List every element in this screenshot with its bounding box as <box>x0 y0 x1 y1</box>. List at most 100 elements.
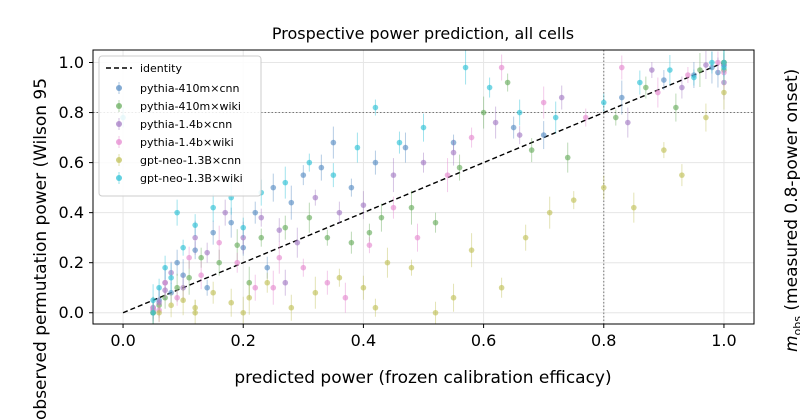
data-point-3-21 <box>619 64 625 71</box>
data-point-0-13 <box>288 199 295 206</box>
data-point-5-4 <box>168 274 174 281</box>
data-point-0-4 <box>168 289 174 296</box>
data-point-4-16 <box>450 294 457 301</box>
legend-identity-label: identity <box>140 62 182 75</box>
data-point-3-8 <box>252 284 259 291</box>
legend-swatch-5 <box>116 175 122 181</box>
data-point-4-18 <box>498 284 505 291</box>
data-point-2-24 <box>703 62 709 68</box>
data-point-2-10 <box>276 227 283 233</box>
data-point-2-21 <box>625 119 631 126</box>
data-point-5-17 <box>420 124 427 131</box>
data-point-5-9 <box>240 224 247 231</box>
data-point-1-5 <box>198 254 204 261</box>
data-point-4-5 <box>210 289 216 296</box>
data-point-1-27 <box>246 279 253 286</box>
data-point-5-15 <box>372 104 379 111</box>
x-tick-label-1: 0.2 <box>231 331 256 350</box>
data-point-5-7 <box>210 204 216 211</box>
data-point-4-21 <box>570 197 577 203</box>
data-point-4-7 <box>246 294 253 301</box>
legend-swatch-2 <box>116 121 122 127</box>
data-point-3-16 <box>444 172 451 178</box>
data-point-0-17 <box>348 184 355 191</box>
data-point-1-15 <box>432 219 439 226</box>
data-point-1-10 <box>306 214 313 221</box>
y-tick-label-5: 1.0 <box>59 53 84 72</box>
legend-label-4: gpt-neo-1.3B×cnn <box>140 154 241 167</box>
data-point-5-3 <box>162 264 168 271</box>
y-tick-label-4: 0.8 <box>59 103 84 122</box>
data-point-4-31 <box>372 304 379 311</box>
x-tick-label-0: 0.0 <box>110 331 135 350</box>
data-point-1-13 <box>378 214 385 221</box>
legend-label-5: gpt-neo-1.3B×wiki <box>140 172 243 185</box>
chart-title: Prospective power prediction, all cells <box>272 24 574 43</box>
data-point-3-22 <box>655 89 661 96</box>
data-point-1-3 <box>174 284 180 291</box>
x-tick-label-3: 0.6 <box>471 331 496 350</box>
y-tick-label-3: 0.6 <box>59 153 84 172</box>
data-point-1-18 <box>504 79 511 86</box>
data-point-0-15 <box>318 164 325 171</box>
legend-label-1: pythia-410m×wiki <box>140 100 241 113</box>
data-point-1-9 <box>282 224 289 231</box>
data-point-0-21 <box>510 124 517 131</box>
data-point-1-23 <box>673 104 679 111</box>
data-point-2-20 <box>558 94 565 101</box>
data-point-2-16 <box>420 159 427 166</box>
data-point-3-4 <box>186 254 192 261</box>
data-point-4-25 <box>679 172 685 178</box>
data-point-4-15 <box>432 309 439 316</box>
data-point-2-1 <box>156 299 162 306</box>
data-point-3-10 <box>300 264 307 271</box>
legend-swatch-4 <box>116 157 122 163</box>
right-label-m: m <box>782 335 800 352</box>
data-point-1-28 <box>366 229 373 236</box>
data-point-3-23 <box>685 72 691 78</box>
data-point-1-11 <box>324 234 331 241</box>
legend-box <box>98 55 262 197</box>
data-point-4-4 <box>192 304 198 311</box>
data-point-2-23 <box>679 84 685 91</box>
data-point-3-0 <box>150 304 156 311</box>
data-point-5-25 <box>691 74 697 81</box>
data-point-5-0 <box>150 309 156 316</box>
data-point-3-19 <box>540 99 547 106</box>
data-point-3-18 <box>498 64 505 71</box>
data-point-4-1 <box>156 309 162 316</box>
data-point-5-1 <box>150 297 156 304</box>
data-point-0-31 <box>264 264 271 271</box>
y-axis-label: observed permutation power (Wilson 95 <box>31 78 51 420</box>
data-point-5-19 <box>486 84 493 91</box>
data-point-2-2 <box>162 287 168 294</box>
data-point-1-19 <box>528 147 535 153</box>
data-point-2-5 <box>192 234 198 241</box>
data-point-5-20 <box>516 109 523 116</box>
y-tick-label-2: 0.4 <box>59 203 84 222</box>
data-point-3-24 <box>715 59 721 66</box>
data-point-4-6 <box>228 299 235 306</box>
data-point-5-13 <box>330 172 337 178</box>
data-point-0-29 <box>715 69 721 76</box>
data-point-0-24 <box>661 77 667 83</box>
data-point-2-22 <box>649 67 655 73</box>
data-point-3-15 <box>414 234 421 241</box>
data-point-5-2 <box>156 284 162 291</box>
data-point-5-12 <box>306 159 313 166</box>
x-tick-label-4: 0.8 <box>591 331 616 350</box>
data-point-1-12 <box>348 239 355 246</box>
data-point-3-3 <box>174 294 180 301</box>
y-tick-label-1: 0.2 <box>59 253 84 272</box>
data-point-4-22 <box>600 184 607 191</box>
data-point-1-14 <box>408 204 415 211</box>
data-point-4-9 <box>288 304 295 311</box>
data-point-1-8 <box>258 234 265 241</box>
data-point-1-17 <box>480 109 487 116</box>
data-point-3-25 <box>721 69 727 76</box>
data-point-0-20 <box>450 139 457 146</box>
data-point-2-25 <box>721 79 727 86</box>
data-point-0-26 <box>709 64 715 71</box>
data-point-3-9 <box>276 254 283 261</box>
